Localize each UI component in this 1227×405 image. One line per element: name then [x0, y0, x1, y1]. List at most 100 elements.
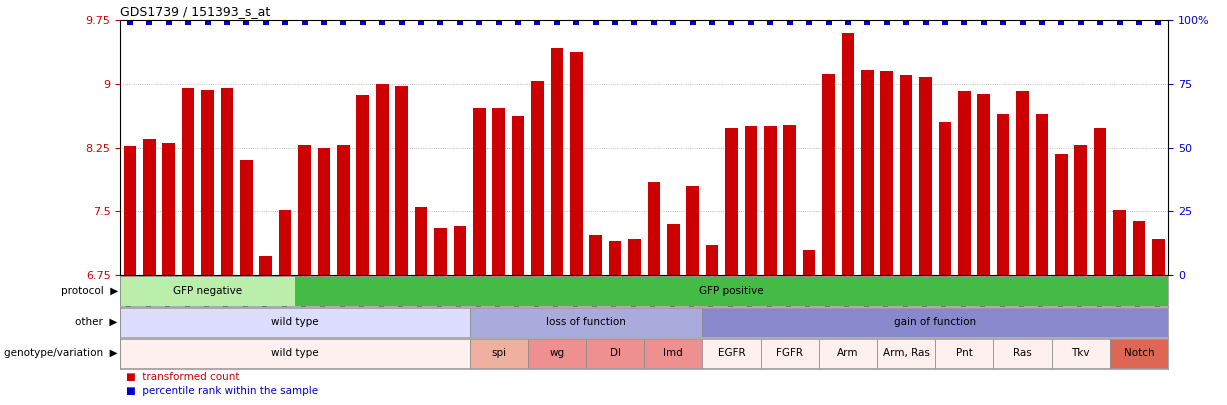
- Text: GFP positive: GFP positive: [699, 286, 764, 296]
- Bar: [725, 128, 737, 275]
- Point: [605, 19, 625, 25]
- Point: [431, 19, 450, 25]
- Bar: [609, 241, 621, 275]
- Bar: [528, 339, 587, 368]
- Bar: [221, 88, 233, 275]
- Point: [625, 19, 644, 25]
- Bar: [686, 186, 699, 275]
- Point: [140, 19, 160, 25]
- Text: EGFR: EGFR: [718, 348, 745, 358]
- Bar: [470, 339, 528, 368]
- Text: GDS1739 / 151393_s_at: GDS1739 / 151393_s_at: [120, 5, 270, 18]
- Bar: [899, 75, 913, 275]
- Text: GFP negative: GFP negative: [173, 286, 242, 296]
- Bar: [337, 145, 350, 275]
- Bar: [454, 226, 466, 275]
- Bar: [1016, 91, 1029, 275]
- Bar: [761, 339, 818, 368]
- Bar: [764, 126, 777, 275]
- Point: [411, 19, 431, 25]
- Bar: [877, 339, 935, 368]
- Point: [353, 19, 373, 25]
- Bar: [818, 339, 877, 368]
- Text: protocol  ▶: protocol ▶: [60, 286, 118, 296]
- Point: [470, 19, 490, 25]
- Point: [585, 19, 605, 25]
- Bar: [644, 339, 702, 368]
- Text: Pnt: Pnt: [956, 348, 973, 358]
- Point: [877, 19, 897, 25]
- Bar: [935, 339, 994, 368]
- Bar: [415, 207, 427, 275]
- Bar: [706, 245, 718, 275]
- Point: [1091, 19, 1110, 25]
- Bar: [589, 235, 602, 275]
- Point: [391, 19, 411, 25]
- Text: gain of function: gain of function: [894, 317, 977, 327]
- Bar: [259, 256, 272, 275]
- Bar: [240, 160, 253, 275]
- Text: Tkv: Tkv: [1071, 348, 1090, 358]
- Bar: [294, 276, 1168, 305]
- Point: [994, 19, 1014, 25]
- Bar: [162, 143, 175, 275]
- Text: Ras: Ras: [1014, 348, 1032, 358]
- Text: spi: spi: [491, 348, 507, 358]
- Text: ■  transformed count: ■ transformed count: [126, 372, 240, 382]
- Bar: [881, 71, 893, 275]
- Bar: [434, 228, 447, 275]
- Bar: [1113, 210, 1126, 275]
- Point: [858, 19, 877, 25]
- Bar: [1094, 128, 1107, 275]
- Bar: [357, 95, 369, 275]
- Point: [508, 19, 528, 25]
- Point: [955, 19, 974, 25]
- Point: [488, 19, 508, 25]
- Point: [818, 19, 838, 25]
- Point: [974, 19, 994, 25]
- Point: [702, 19, 721, 25]
- Text: other  ▶: other ▶: [75, 317, 118, 327]
- Bar: [1036, 114, 1048, 275]
- Point: [935, 19, 955, 25]
- Text: ■  percentile rank within the sample: ■ percentile rank within the sample: [126, 386, 319, 396]
- Bar: [958, 91, 971, 275]
- Text: FGFR: FGFR: [777, 348, 804, 358]
- Point: [314, 19, 334, 25]
- Bar: [919, 77, 931, 275]
- Point: [294, 19, 314, 25]
- Bar: [298, 145, 310, 275]
- Bar: [648, 181, 660, 275]
- Bar: [802, 249, 816, 275]
- Text: wg: wg: [550, 348, 564, 358]
- Bar: [144, 139, 156, 275]
- Text: genotype/variation  ▶: genotype/variation ▶: [4, 348, 118, 358]
- Point: [275, 19, 294, 25]
- Point: [644, 19, 664, 25]
- Point: [721, 19, 741, 25]
- Point: [528, 19, 547, 25]
- Bar: [994, 339, 1052, 368]
- Point: [741, 19, 761, 25]
- Point: [1148, 19, 1168, 25]
- Bar: [702, 308, 1168, 337]
- Bar: [745, 126, 757, 275]
- Point: [1032, 19, 1052, 25]
- Bar: [472, 108, 486, 275]
- Bar: [124, 146, 136, 275]
- Bar: [842, 33, 854, 275]
- Point: [915, 19, 935, 25]
- Bar: [375, 84, 389, 275]
- Point: [664, 19, 683, 25]
- Point: [120, 19, 140, 25]
- Bar: [531, 81, 544, 275]
- Point: [1109, 19, 1129, 25]
- Bar: [120, 339, 470, 368]
- Bar: [571, 52, 583, 275]
- Point: [237, 19, 256, 25]
- Bar: [318, 148, 330, 275]
- Bar: [512, 116, 524, 275]
- Text: Arm, Ras: Arm, Ras: [882, 348, 930, 358]
- Bar: [492, 108, 506, 275]
- Bar: [978, 94, 990, 275]
